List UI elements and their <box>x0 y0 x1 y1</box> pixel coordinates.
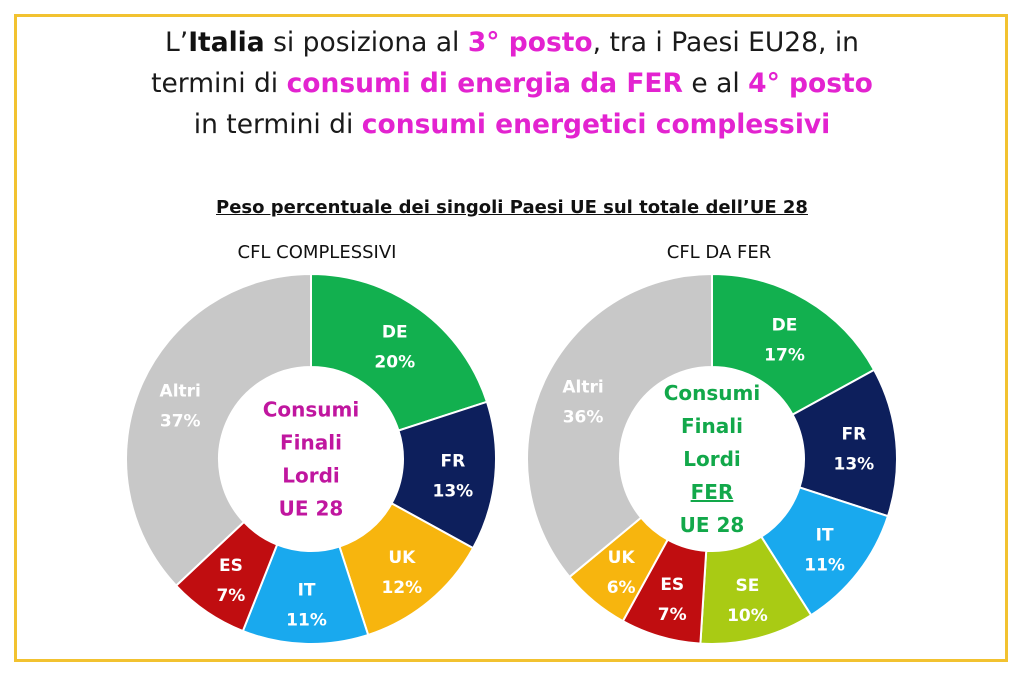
slice-label-it: IT <box>298 580 316 600</box>
headline-line-1: L’Italia si posiziona al 3° posto, tra i… <box>0 22 1024 63</box>
center-label-line: Consumi <box>664 381 761 405</box>
center-label-line: UE 28 <box>279 497 344 521</box>
slice-label-de: DE <box>382 323 408 343</box>
headline-line-3: in termini di consumi energetici comples… <box>0 104 1024 145</box>
center-label-line: Lordi <box>683 447 741 471</box>
slice-value-es: 7% <box>216 586 245 606</box>
headline-text: in termini di <box>193 109 362 140</box>
slice-value-se: 10% <box>727 606 768 626</box>
slice-value-de: 20% <box>374 353 415 373</box>
center-label-line: Finali <box>681 414 743 438</box>
headline-rank-total: 4° posto <box>748 68 873 99</box>
headline-text: , tra i Paesi EU28, in <box>592 27 859 58</box>
headline-total-consumption: consumi energetici complessivi <box>361 109 831 140</box>
slice-label-altri: Altri <box>160 381 201 401</box>
slice-label-uk: UK <box>388 548 416 568</box>
slice-label-se: SE <box>736 576 760 596</box>
slice-label-es: ES <box>219 556 243 576</box>
slice-label-uk: UK <box>608 548 636 568</box>
slice-label-es: ES <box>660 575 684 595</box>
slice-value-es: 7% <box>658 605 687 625</box>
slice-value-fr: 13% <box>834 455 875 475</box>
center-label-line: Lordi <box>282 464 340 488</box>
slice-altri <box>125 272 312 588</box>
slice-value-uk: 12% <box>381 578 422 598</box>
slice-value-altri: 36% <box>563 407 604 427</box>
headline-rank-fer: 3° posto <box>467 27 593 58</box>
slice-de <box>310 272 489 432</box>
center-label-line: Finali <box>280 431 342 455</box>
headline-italia: Italia <box>188 27 265 58</box>
slice-label-it: IT <box>816 525 834 545</box>
headline-text: termini di <box>151 68 287 99</box>
slice-altri <box>526 272 713 579</box>
headline-text: L’ <box>165 27 189 58</box>
headline: L’Italia si posiziona al 3° posto, tra i… <box>0 22 1024 145</box>
slice-label-fr: FR <box>441 451 466 471</box>
headline-text: e al <box>682 68 749 99</box>
headline-text: si posiziona al <box>264 27 468 58</box>
slice-value-uk: 6% <box>607 578 636 598</box>
slice-label-fr: FR <box>842 425 867 445</box>
slice-value-it: 11% <box>286 610 327 630</box>
slice-value-fr: 13% <box>433 481 474 501</box>
headline-line-2: termini di consumi di energia da FER e a… <box>0 63 1024 104</box>
chart-title-complessivi: CFL COMPLESSIVI <box>237 242 397 263</box>
center-label-line: UE 28 <box>680 513 745 537</box>
slice-de <box>711 272 876 417</box>
slice-value-de: 17% <box>764 345 805 365</box>
slice-value-it: 11% <box>804 555 845 575</box>
center-label-line: Consumi <box>263 398 360 422</box>
slice-value-altri: 37% <box>160 411 201 431</box>
slice-label-de: DE <box>772 315 798 335</box>
chart-title-fer: CFL DA FER <box>666 242 772 263</box>
slice-label-altri: Altri <box>562 377 603 397</box>
center-label-line: FER <box>691 480 734 504</box>
charts-subtitle: Peso percentuale dei singoli Paesi UE su… <box>216 197 808 218</box>
headline-fer-consumption: consumi di energia da FER <box>286 68 683 99</box>
